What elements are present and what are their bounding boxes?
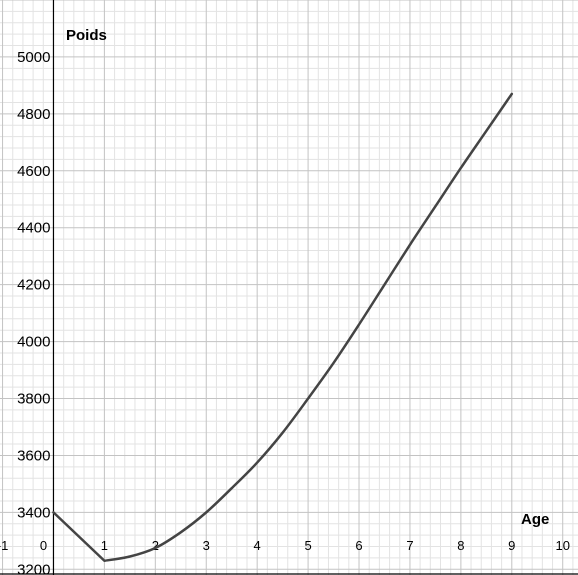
y-axis-title: Poids <box>66 27 107 44</box>
series-line <box>52 92 514 563</box>
x-axis-title: Age <box>521 511 549 528</box>
x-tick-label: 5 <box>304 538 311 553</box>
x-tick-label: 4 <box>254 538 261 553</box>
y-tick-label: 3800 <box>17 391 50 408</box>
series-layer <box>52 92 514 563</box>
y-tick-label: 3200 <box>17 561 50 575</box>
x-tick-label: 6 <box>355 538 362 553</box>
y-tick-label: 3400 <box>17 504 50 521</box>
x-tick-label: 7 <box>406 538 413 553</box>
y-tick-label: 3600 <box>17 447 50 464</box>
x-tick-label: -1 <box>0 538 8 553</box>
y-tick-label: 4200 <box>17 277 50 294</box>
tick-labels: -1 0 1 2 3 4 5 6 7 8 9 10 3200 3400 3600 3800 4000 4200 44… <box>0 49 570 575</box>
x-tick-label: 2 <box>152 538 159 553</box>
x-tick-label: 1 <box>101 538 108 553</box>
y-tick-label: 4000 <box>17 334 50 351</box>
x-tick-label: 9 <box>508 538 515 553</box>
x-tick-label: 3 <box>203 538 210 553</box>
x-tick-label: 0 <box>40 538 47 553</box>
y-tick-label: 4600 <box>17 163 50 180</box>
x-tick-label: 8 <box>457 538 464 553</box>
y-tick-label: 4400 <box>17 220 50 237</box>
x-tick-label: 10 <box>555 538 569 553</box>
y-tick-label: 5000 <box>17 49 50 66</box>
y-tick-label: 4800 <box>17 106 50 123</box>
